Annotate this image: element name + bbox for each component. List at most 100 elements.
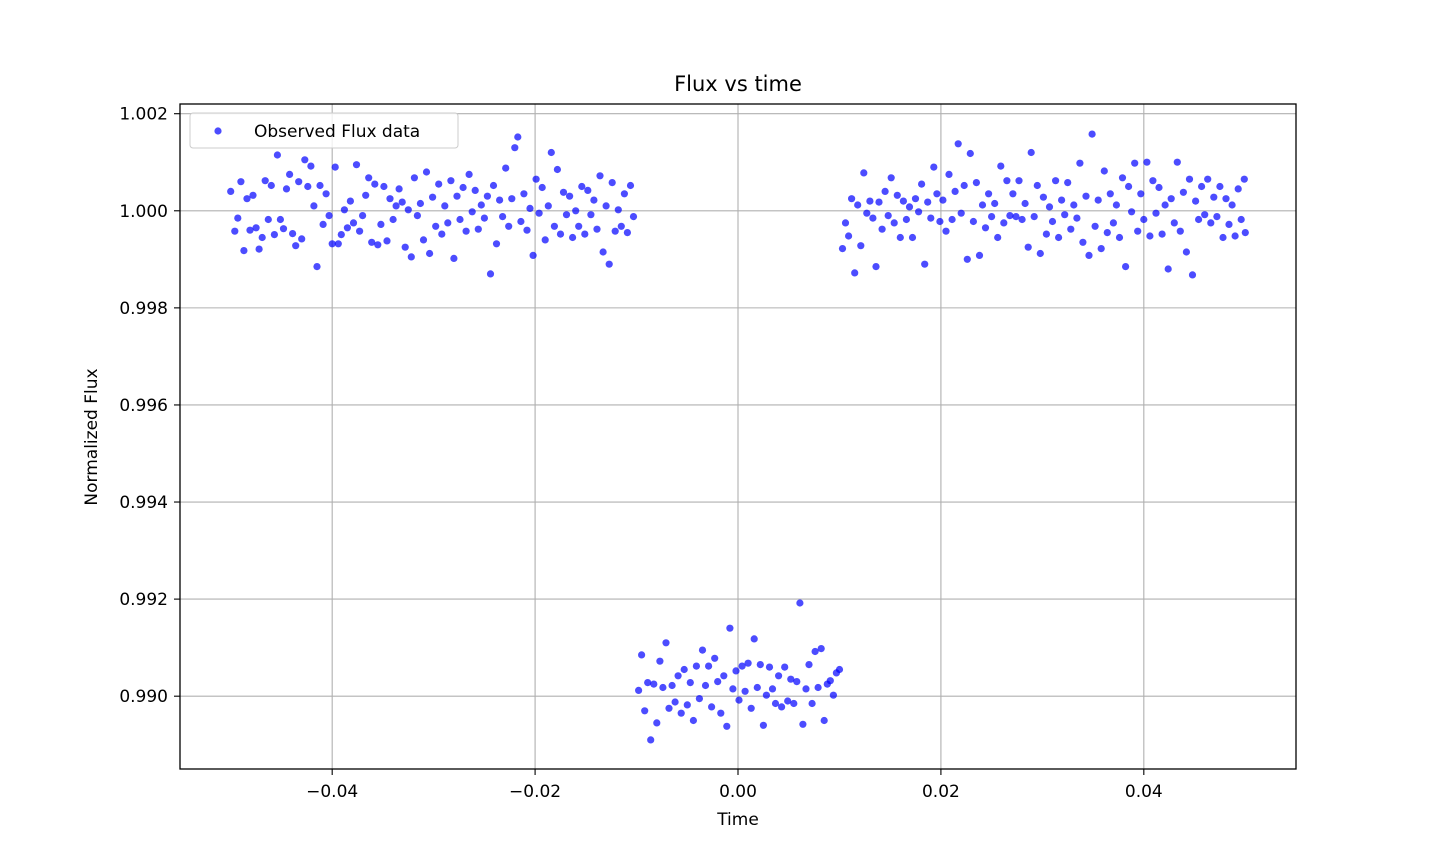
data-point bbox=[683, 701, 691, 709]
data-point bbox=[1222, 195, 1230, 203]
data-point bbox=[811, 647, 819, 656]
data-point bbox=[1076, 159, 1084, 167]
data-point bbox=[1091, 222, 1099, 230]
data-point bbox=[1198, 182, 1206, 191]
data-point bbox=[261, 177, 269, 185]
data-point bbox=[729, 685, 737, 693]
data-point bbox=[1231, 232, 1239, 240]
data-point bbox=[413, 212, 421, 220]
data-point bbox=[1085, 251, 1093, 259]
data-point bbox=[936, 217, 944, 226]
data-point bbox=[851, 269, 859, 277]
data-point bbox=[386, 195, 394, 203]
data-point bbox=[566, 192, 574, 200]
data-point bbox=[957, 209, 965, 217]
data-point bbox=[1219, 233, 1227, 242]
data-point bbox=[1225, 220, 1233, 228]
data-point bbox=[611, 227, 619, 235]
data-point bbox=[726, 624, 734, 632]
data-point bbox=[325, 212, 333, 220]
data-point bbox=[960, 181, 968, 190]
data-point bbox=[948, 215, 956, 224]
data-point bbox=[1036, 249, 1044, 258]
data-point bbox=[638, 651, 646, 659]
data-point bbox=[838, 245, 847, 253]
data-point bbox=[1103, 229, 1111, 237]
data-point bbox=[866, 197, 874, 205]
data-point bbox=[905, 203, 914, 211]
data-points bbox=[227, 130, 1249, 744]
data-point bbox=[1003, 177, 1011, 185]
data-point bbox=[771, 699, 780, 708]
data-point bbox=[605, 260, 613, 268]
data-point bbox=[368, 238, 376, 246]
data-point bbox=[765, 663, 774, 671]
data-point bbox=[1088, 130, 1096, 138]
data-point bbox=[1015, 177, 1023, 185]
data-point bbox=[401, 243, 409, 251]
data-point bbox=[1158, 230, 1166, 238]
data-point bbox=[942, 227, 950, 235]
data-point bbox=[581, 230, 589, 238]
data-point bbox=[714, 678, 722, 686]
data-point bbox=[398, 198, 406, 206]
data-point bbox=[1210, 193, 1218, 201]
data-point bbox=[544, 202, 552, 210]
data-point bbox=[289, 230, 297, 238]
data-point bbox=[701, 681, 710, 690]
data-point bbox=[1152, 209, 1160, 217]
data-point bbox=[994, 233, 1002, 242]
data-point bbox=[988, 213, 996, 221]
data-point bbox=[492, 240, 501, 248]
data-point bbox=[1058, 196, 1066, 204]
data-point bbox=[692, 662, 701, 670]
data-point bbox=[930, 163, 938, 171]
data-point bbox=[1033, 181, 1041, 190]
data-point bbox=[331, 163, 339, 171]
data-point bbox=[404, 206, 412, 214]
data-point bbox=[313, 263, 321, 271]
data-point bbox=[753, 683, 761, 692]
data-point bbox=[720, 672, 728, 680]
y-tick-label: 0.996 bbox=[119, 396, 168, 416]
data-point bbox=[471, 186, 479, 194]
data-point bbox=[1067, 225, 1075, 233]
data-point bbox=[249, 191, 257, 199]
data-point bbox=[520, 190, 528, 198]
data-point bbox=[453, 192, 461, 200]
data-point bbox=[392, 202, 400, 210]
data-point bbox=[781, 663, 789, 671]
data-point bbox=[1097, 245, 1105, 253]
data-point bbox=[869, 214, 877, 222]
data-point bbox=[623, 229, 632, 237]
data-point bbox=[902, 215, 911, 224]
data-point bbox=[1173, 158, 1181, 166]
data-point bbox=[1125, 182, 1133, 191]
data-point bbox=[817, 645, 825, 653]
data-point bbox=[674, 672, 682, 680]
data-point bbox=[1030, 213, 1038, 221]
data-point bbox=[450, 254, 458, 262]
data-point bbox=[1201, 211, 1209, 219]
data-point bbox=[486, 270, 495, 278]
data-point bbox=[875, 198, 883, 206]
x-tick-label: 0.04 bbox=[1125, 782, 1163, 802]
data-point bbox=[593, 225, 601, 233]
data-point bbox=[1000, 219, 1008, 227]
data-point bbox=[1012, 213, 1020, 221]
data-point bbox=[650, 680, 658, 688]
data-point bbox=[526, 204, 534, 212]
data-point bbox=[267, 181, 275, 190]
data-point bbox=[559, 188, 568, 196]
data-point bbox=[243, 195, 251, 203]
data-point bbox=[465, 170, 473, 178]
data-point bbox=[1082, 192, 1090, 200]
data-point bbox=[517, 217, 525, 226]
data-point bbox=[1185, 175, 1194, 183]
data-point bbox=[845, 232, 853, 240]
data-point bbox=[808, 699, 816, 708]
data-point bbox=[881, 187, 889, 195]
data-point bbox=[1045, 203, 1054, 211]
data-point bbox=[343, 224, 351, 232]
